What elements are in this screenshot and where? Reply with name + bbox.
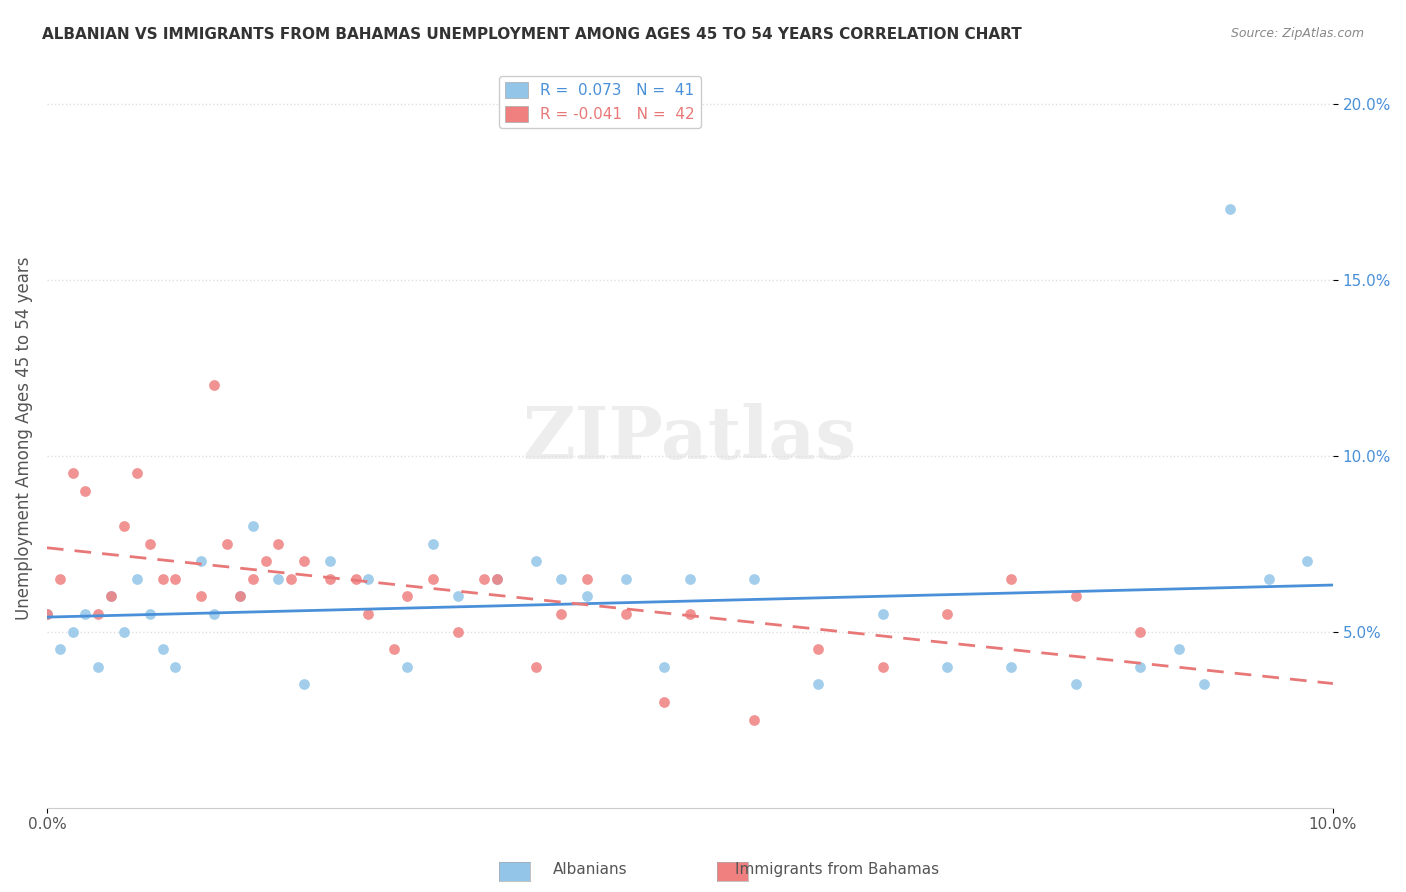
Point	[165, 572, 187, 586]
Point	[1296, 554, 1319, 568]
Point	[125, 467, 148, 481]
Point	[550, 572, 572, 586]
Point	[524, 554, 547, 568]
Point	[139, 607, 162, 621]
Point	[267, 572, 290, 586]
Text: ZIPatlas: ZIPatlas	[523, 402, 858, 474]
Point	[576, 590, 599, 604]
Point	[292, 677, 315, 691]
Legend: R =  0.073   N =  41, R = -0.041   N =  42: R = 0.073 N = 41, R = -0.041 N = 42	[499, 76, 700, 128]
Point	[152, 642, 174, 657]
Point	[35, 607, 58, 621]
Point	[872, 607, 894, 621]
Point	[422, 537, 444, 551]
Point	[472, 572, 495, 586]
Point	[202, 607, 225, 621]
Point	[395, 660, 418, 674]
Point	[190, 554, 212, 568]
Point	[165, 660, 187, 674]
Point	[447, 624, 470, 639]
Point	[1064, 677, 1087, 691]
Point	[1129, 660, 1152, 674]
Point	[229, 590, 252, 604]
Point	[1219, 202, 1241, 217]
Point	[679, 572, 702, 586]
Point	[1129, 624, 1152, 639]
Point	[319, 572, 342, 586]
Point	[652, 695, 675, 709]
Point	[87, 607, 110, 621]
Point	[280, 572, 302, 586]
Point	[100, 590, 122, 604]
Point	[742, 713, 765, 727]
Point	[62, 467, 84, 481]
Point	[742, 572, 765, 586]
Point	[485, 572, 508, 586]
Point	[395, 590, 418, 604]
Text: Source: ZipAtlas.com: Source: ZipAtlas.com	[1230, 27, 1364, 40]
Point	[190, 590, 212, 604]
Point	[357, 607, 380, 621]
Point	[229, 590, 252, 604]
Point	[357, 572, 380, 586]
Point	[112, 624, 135, 639]
Point	[254, 554, 277, 568]
Point	[242, 519, 264, 533]
Point	[319, 554, 342, 568]
Point	[447, 590, 470, 604]
Point	[48, 642, 70, 657]
Point	[292, 554, 315, 568]
Y-axis label: Unemployment Among Ages 45 to 54 years: Unemployment Among Ages 45 to 54 years	[15, 256, 32, 620]
Point	[215, 537, 238, 551]
Point	[242, 572, 264, 586]
Point	[100, 590, 122, 604]
Point	[422, 572, 444, 586]
Point	[75, 607, 97, 621]
Point	[267, 537, 290, 551]
Point	[1000, 660, 1022, 674]
Point	[382, 642, 405, 657]
Point	[1064, 590, 1087, 604]
Point	[576, 572, 599, 586]
Point	[87, 660, 110, 674]
Point	[807, 642, 830, 657]
Point	[652, 660, 675, 674]
Point	[125, 572, 148, 586]
Point	[614, 607, 637, 621]
Point	[936, 607, 959, 621]
Text: Immigrants from Bahamas: Immigrants from Bahamas	[734, 863, 939, 877]
Point	[936, 660, 959, 674]
Point	[202, 378, 225, 392]
Point	[872, 660, 894, 674]
Point	[679, 607, 702, 621]
Point	[1000, 572, 1022, 586]
Point	[550, 607, 572, 621]
Point	[152, 572, 174, 586]
Point	[485, 572, 508, 586]
Point	[524, 660, 547, 674]
Point	[35, 607, 58, 621]
Point	[1167, 642, 1189, 657]
Point	[75, 483, 97, 498]
Point	[614, 572, 637, 586]
Point	[48, 572, 70, 586]
Point	[1194, 677, 1216, 691]
Point	[1257, 572, 1279, 586]
Point	[344, 572, 367, 586]
Text: Albanians: Albanians	[553, 863, 628, 877]
Point	[62, 624, 84, 639]
Text: ALBANIAN VS IMMIGRANTS FROM BAHAMAS UNEMPLOYMENT AMONG AGES 45 TO 54 YEARS CORRE: ALBANIAN VS IMMIGRANTS FROM BAHAMAS UNEM…	[42, 27, 1022, 42]
Point	[139, 537, 162, 551]
Point	[112, 519, 135, 533]
Point	[807, 677, 830, 691]
